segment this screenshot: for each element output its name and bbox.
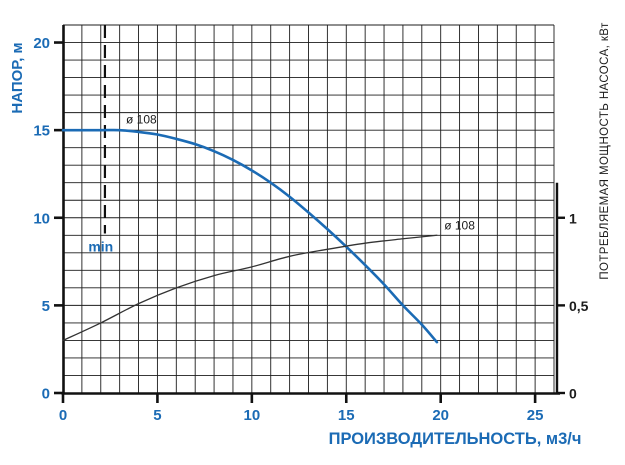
grid-lines xyxy=(62,24,555,394)
tick-labels: 0 5 10 15 20 0 5 10 15 20 25 0 0,5 1 xyxy=(33,35,588,424)
axes xyxy=(54,25,565,403)
x-tick-label: 0 xyxy=(59,407,67,424)
curve-annotations: ø 108 ø 108 xyxy=(126,113,475,233)
power-curve-label: ø 108 xyxy=(444,219,475,233)
y-left-tick-label: 15 xyxy=(33,123,50,140)
min-label: min xyxy=(88,239,113,255)
y-left-tick-label: 0 xyxy=(42,386,50,403)
y-left-tick-label: 10 xyxy=(33,210,50,227)
y-right-tick-label: 0,5 xyxy=(569,298,589,314)
x-tick-label: 20 xyxy=(432,407,449,424)
x-tick-label: 25 xyxy=(527,407,544,424)
y-left-axis-title: НАПОР, м xyxy=(9,42,26,113)
y-left-tick-label: 5 xyxy=(42,298,50,315)
y-right-tick-label: 1 xyxy=(569,210,577,226)
x-tick-label: 15 xyxy=(338,407,355,424)
x-tick-label: 5 xyxy=(153,407,161,424)
power-curve xyxy=(62,234,438,342)
curves xyxy=(61,128,439,344)
y-right-tick-label: 0 xyxy=(569,386,577,402)
head-curve xyxy=(61,128,439,344)
y-right-axis-title: ПОТРЕБЛЯЕМАЯ МОЩНОСТЬ НАСОСА, кВт xyxy=(599,22,611,280)
head-curve-label: ø 108 xyxy=(126,113,157,127)
x-axis-title: ПРОИЗВОДИТЕЛЬНОСТЬ, м3/ч xyxy=(329,430,582,448)
x-tick-label: 10 xyxy=(244,407,261,424)
y-left-tick-label: 20 xyxy=(33,35,50,52)
